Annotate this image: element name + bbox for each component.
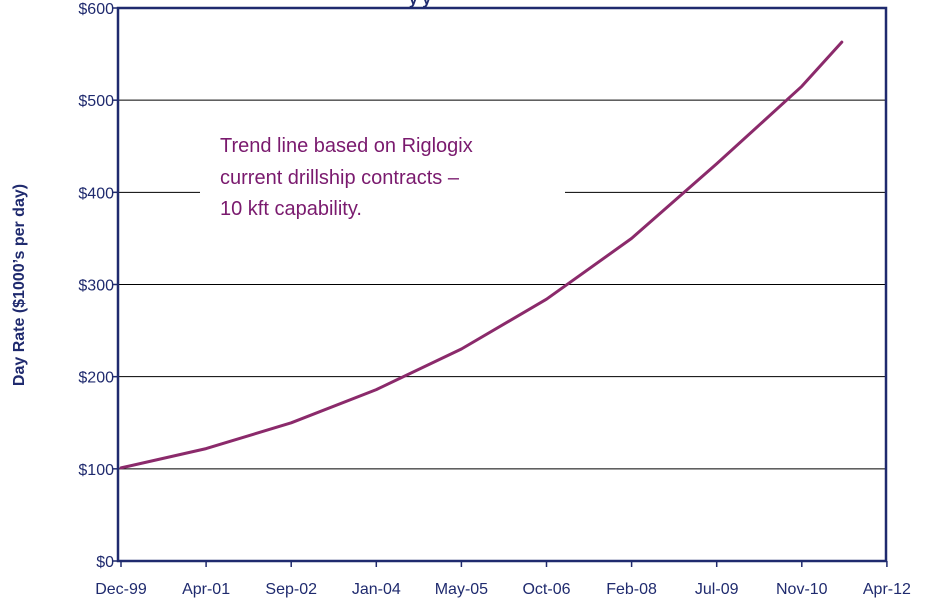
x-tick-label: May-05 [435, 581, 488, 598]
x-tick-label: Jul-09 [695, 581, 739, 598]
y-tick-label: $300 [78, 278, 114, 295]
x-tick-label: Nov-10 [776, 581, 828, 598]
x-tick-label: Oct-06 [522, 581, 570, 598]
series-layer [119, 40, 844, 470]
x-axis: Dec-99 Apr-01 Sep-02 Jan-04 May-05 Oct-06 Feb-… [95, 561, 911, 598]
x-tick-label: Apr-12 [863, 581, 911, 598]
x-tick-label: Feb-08 [606, 581, 657, 598]
y-axis: $0 $100 $200 $300 $400 $500 $600 [78, 1, 118, 571]
x-tick-label: Dec-99 [95, 581, 147, 598]
x-tick-label: Apr-01 [182, 581, 230, 598]
x-tick-label: Jan-04 [352, 581, 401, 598]
annotation-line-2: current drillship contracts – [220, 167, 460, 189]
y-tick-label: $0 [96, 554, 114, 571]
y-tick-label: $100 [78, 462, 114, 479]
y-tick-label: $200 [78, 370, 114, 387]
chart-title-fragment: y y [409, 0, 431, 8]
y-tick-label: $600 [78, 1, 114, 18]
y-tick-label: $400 [78, 185, 114, 202]
y-tick-label: $500 [78, 93, 114, 110]
annotation: Trend line based on Riglogix current dri… [200, 125, 565, 230]
trend-line [119, 40, 844, 470]
annotation-line-3: 10 kft capability. [220, 198, 362, 220]
y-axis-title: Day Rate ($1000’s per day) [11, 184, 28, 386]
annotation-line-1: Trend line based on Riglogix [220, 135, 473, 157]
x-tick-label: Sep-02 [265, 581, 317, 598]
